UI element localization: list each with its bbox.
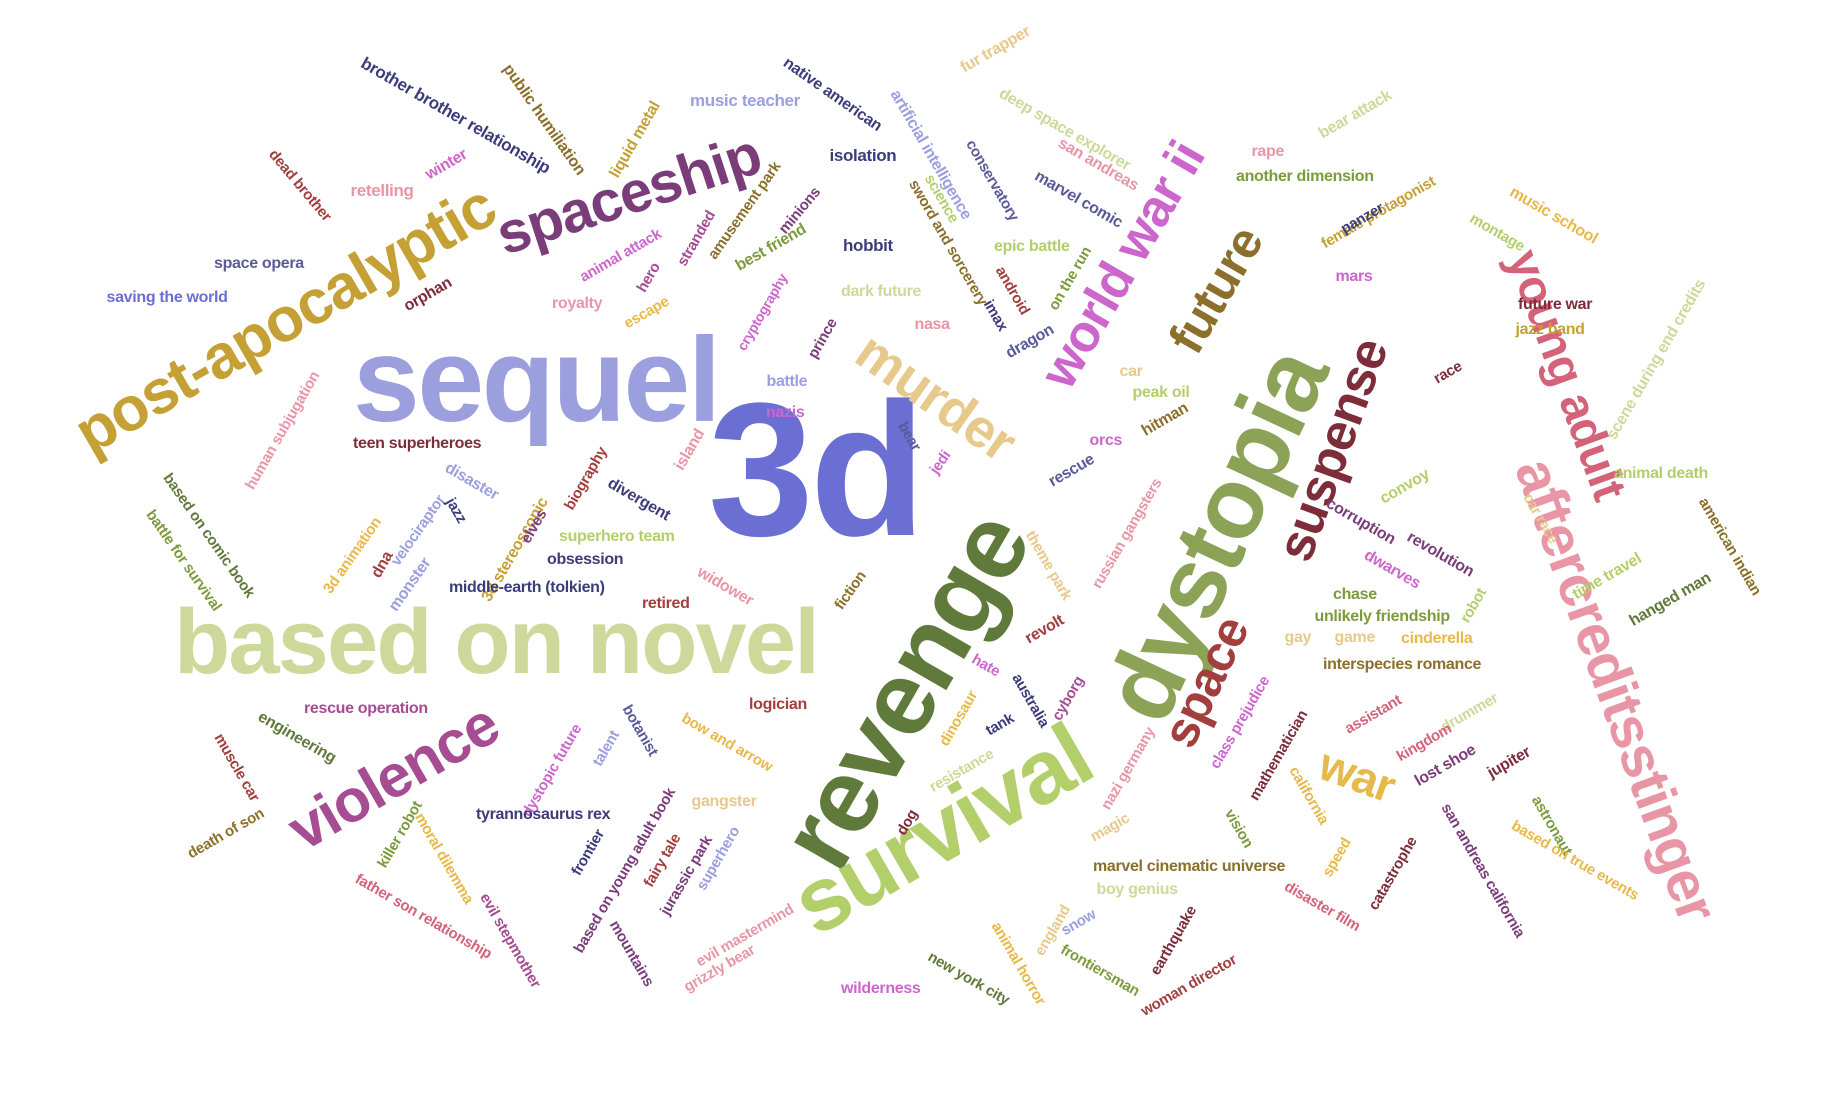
word-jedi: jedi [925, 447, 954, 477]
word-based-on-novel: based on novel [174, 591, 820, 693]
word-another-dimension: another dimension [1236, 168, 1374, 185]
word-moral-dilemma: moral dilemma [411, 809, 477, 907]
word-rescue-operation: rescue operation [304, 700, 428, 717]
word-3d: 3d [708, 364, 926, 576]
word-muscle-car: muscle car [209, 730, 263, 804]
word-catastrophe: catastrophe [1365, 833, 1421, 913]
word-future-war: future war [1518, 296, 1593, 313]
word-bear-attack: bear attack [1315, 86, 1395, 143]
word-nazis: nazis [766, 404, 805, 421]
word-mountains: mountains [605, 917, 657, 989]
word-evil-stepmother: evil stepmother [476, 889, 545, 991]
word-divergent: divergent [604, 474, 673, 525]
word-unlikely-friendship: unlikely friendship [1314, 608, 1451, 625]
word-scene-during-end-credits: scene during end credits [1603, 276, 1710, 443]
word-3d-animation: 3d animation [319, 513, 385, 597]
word-cryptography: cryptography [733, 270, 791, 354]
word-royalty: royalty [552, 295, 603, 312]
word-cyborg: cyborg [1048, 672, 1088, 724]
word-jupiter: jupiter [1484, 743, 1534, 782]
word-war: war [1311, 737, 1402, 813]
word-earthquake: earthquake [1146, 902, 1200, 978]
word-race: race [1430, 357, 1465, 387]
word-teen-superheroes: teen superheroes [353, 435, 482, 452]
word-superhero-team: superhero team [559, 528, 675, 545]
word-montage: montage [1466, 209, 1528, 255]
word-biography: biography [561, 443, 611, 513]
word-orcs: orcs [1089, 432, 1123, 449]
word-interspecies-romance: interspecies romance [1323, 656, 1482, 673]
word-robot: robot [1456, 584, 1490, 626]
word-stranded: stranded [673, 207, 719, 269]
word-dystopic-future: dystopic future [518, 720, 586, 820]
word-elves: elves [517, 506, 551, 546]
word-car: car [1119, 363, 1143, 380]
word-new-york-city: new york city [924, 947, 1012, 1009]
word-game: game [1334, 629, 1376, 646]
word-gangster: gangster [691, 793, 757, 810]
word-fur-trapper: fur trapper [957, 22, 1033, 77]
word-dna: dna [368, 548, 397, 581]
word-tyrannosaurus-rex: tyrannosaurus rex [476, 806, 611, 823]
word-imax: imax [979, 296, 1011, 334]
word-music-teacher: music teacher [690, 90, 800, 110]
word-rape: rape [1251, 143, 1285, 160]
word-isolation: isolation [829, 145, 897, 165]
word-obsession: obsession [547, 551, 624, 568]
word-nazi-germany: nazi germany [1097, 723, 1159, 813]
word-magic: magic [1087, 809, 1133, 845]
word-frontiersman: frontiersman [1057, 940, 1143, 1000]
word-human-subjugation: human subjugation [241, 368, 323, 492]
word-cinderella: cinderella [1401, 630, 1473, 647]
word-dead-brother: dead brother [265, 145, 335, 225]
word-rescue: rescue [1045, 450, 1098, 491]
word-nasa: nasa [914, 316, 951, 333]
word-vision: vision [1221, 805, 1257, 851]
word-peak-oil: peak oil [1132, 384, 1190, 401]
word-jazz: jazz [442, 494, 471, 526]
word-middle-earth-tolkien: middle-earth (tolkien) [449, 579, 605, 596]
word-based-on-true-events: based on true events [1508, 816, 1642, 904]
word-space-opera: space opera [214, 255, 304, 272]
word-death-of-son: death of son [184, 804, 268, 862]
word-frontier: frontier [568, 826, 608, 878]
word-marvel-cinematic-universe: marvel cinematic universe [1093, 858, 1286, 875]
word-botanist: botanist [618, 701, 662, 759]
word-hero: hero [632, 259, 664, 295]
word-hanged-man: hanged man [1626, 569, 1714, 630]
word-logician: logician [749, 696, 807, 713]
word-animal-death: animal death [1614, 465, 1708, 482]
word-best-friend: best friend [732, 220, 810, 275]
word-engineering: engineering [254, 708, 339, 767]
word-hobbit: hobbit [843, 235, 893, 255]
word-battle: battle [766, 373, 808, 390]
word-assistant: assistant [1341, 691, 1405, 737]
word-deep-space-explorer: deep space explorer [995, 85, 1133, 175]
word-hitman: hitman [1138, 399, 1191, 440]
word-speed: speed [1319, 834, 1355, 880]
word-father-son-relationship: father son relationship [351, 869, 495, 963]
word-dark-future: dark future [841, 283, 922, 300]
word-retelling: retelling [350, 180, 414, 200]
word-talent: talent [589, 727, 624, 769]
word-boy-genius: boy genius [1096, 881, 1179, 898]
word-retired: retired [642, 595, 690, 612]
word-prince: prince [803, 315, 841, 361]
word-bow-and-arrow: bow and arrow [678, 709, 776, 775]
word-saving-the-world: saving the world [106, 289, 228, 306]
word-jazz-band: jazz band [1515, 321, 1585, 338]
word-disaster-film: disaster film [1281, 877, 1364, 935]
word-revolt: revolt [1022, 611, 1067, 648]
word-chase: chase [1333, 586, 1377, 603]
word-sequel: sequel [353, 313, 721, 447]
word-convoy: convoy [1377, 465, 1433, 508]
word-mars: mars [1335, 268, 1373, 285]
word-epic-battle: epic battle [994, 238, 1070, 255]
word-gay: gay [1284, 629, 1312, 646]
word-wilderness: wilderness [841, 980, 921, 997]
